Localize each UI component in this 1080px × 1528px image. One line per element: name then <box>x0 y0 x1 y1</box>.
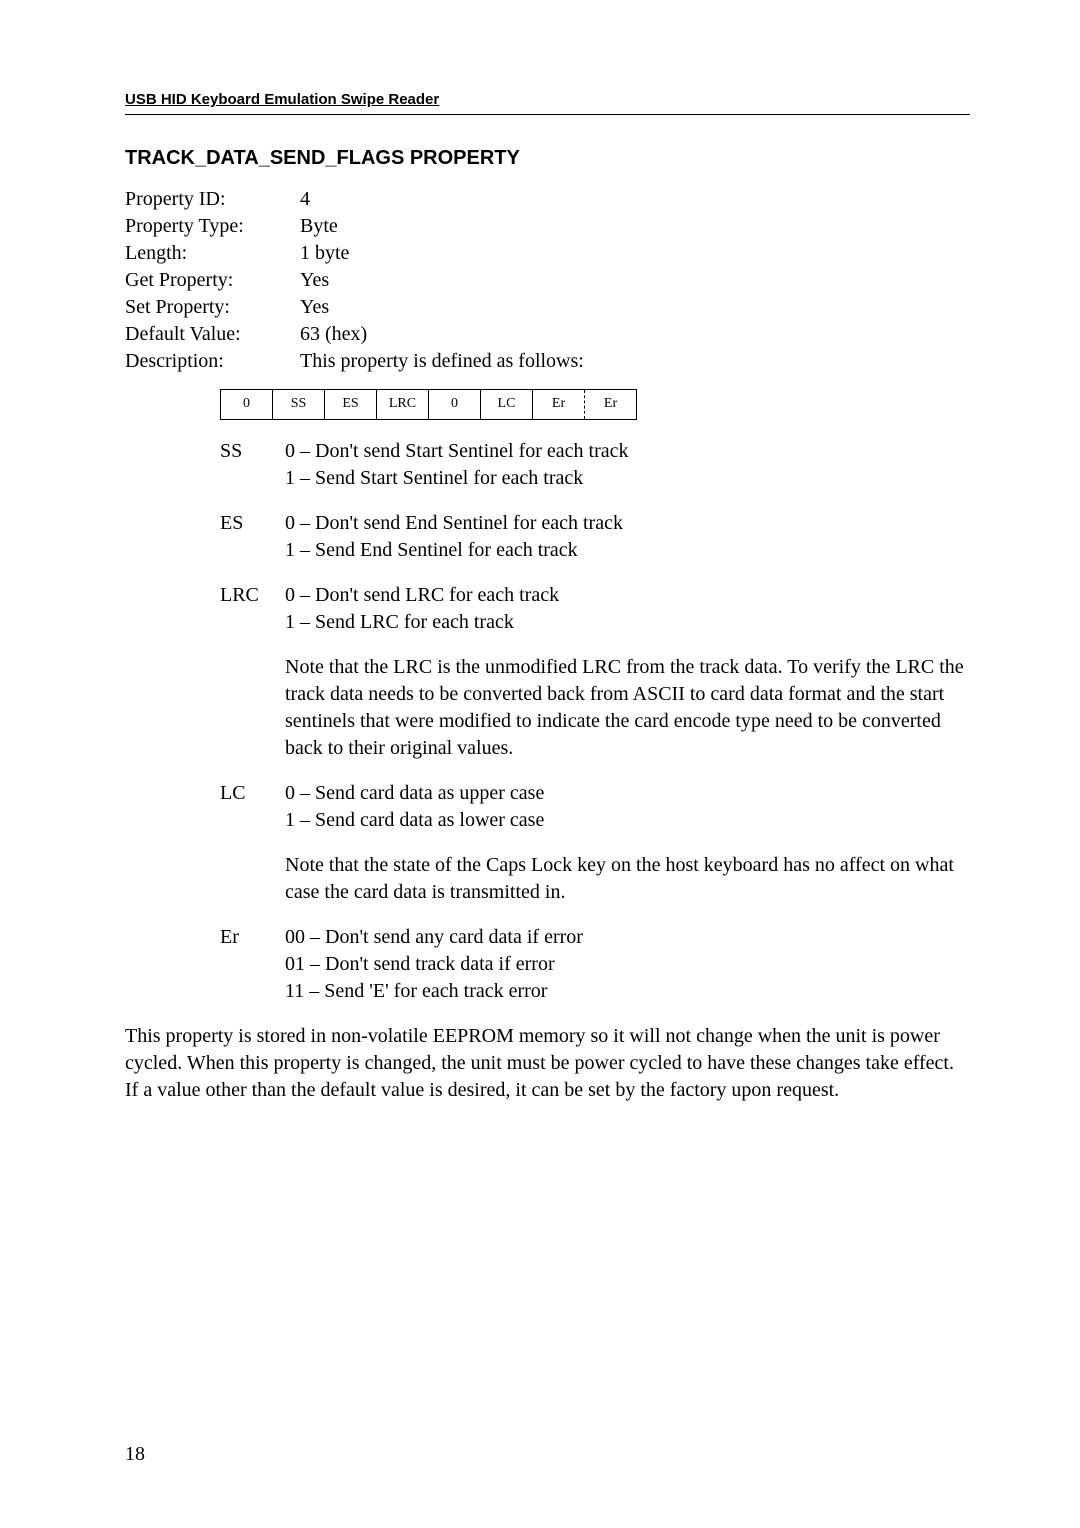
bit-cell: 0 <box>429 390 481 420</box>
flag-line: 1 – Send card data as lower case <box>285 807 970 834</box>
bit-flags-table: 0 SS ES LRC 0 LC Er Er <box>220 389 637 420</box>
property-row: Description: This property is defined as… <box>125 348 970 375</box>
flag-key: SS <box>220 438 285 492</box>
flag-definition-lc: LC 0 – Send card data as upper case 1 – … <box>220 780 970 834</box>
property-value: 1 byte <box>300 240 349 267</box>
flag-key: ES <box>220 510 285 564</box>
property-row: Set Property: Yes <box>125 294 970 321</box>
flag-body: 0 – Don't send Start Sentinel for each t… <box>285 438 970 492</box>
property-label: Property Type: <box>125 213 300 240</box>
flag-line: 11 – Send 'E' for each track error <box>285 978 970 1005</box>
property-value: Yes <box>300 294 329 321</box>
property-value: This property is defined as follows: <box>300 348 584 375</box>
flag-line: 0 – Don't send Start Sentinel for each t… <box>285 438 970 465</box>
flag-line: 00 – Don't send any card data if error <box>285 924 970 951</box>
property-label: Get Property: <box>125 267 300 294</box>
property-label: Length: <box>125 240 300 267</box>
running-header: USB HID Keyboard Emulation Swipe Reader <box>125 90 970 112</box>
bit-cell: LC <box>481 390 533 420</box>
flag-key: Er <box>220 924 285 1005</box>
flag-body: 0 – Don't send End Sentinel for each tra… <box>285 510 970 564</box>
bit-cell: Er <box>585 390 637 420</box>
flag-definition-es: ES 0 – Don't send End Sentinel for each … <box>220 510 970 564</box>
flag-line: 0 – Send card data as upper case <box>285 780 970 807</box>
property-value: Byte <box>300 213 338 240</box>
property-row: Default Value: 63 (hex) <box>125 321 970 348</box>
flag-body: 00 – Don't send any card data if error 0… <box>285 924 970 1005</box>
bit-cell: Er <box>533 390 585 420</box>
property-value: 63 (hex) <box>300 321 367 348</box>
section-title: TRACK_DATA_SEND_FLAGS PROPERTY <box>125 145 970 172</box>
bit-cell: 0 <box>221 390 273 420</box>
property-row: Length: 1 byte <box>125 240 970 267</box>
property-label: Set Property: <box>125 294 300 321</box>
final-paragraph: This property is stored in non-volatile … <box>125 1023 970 1104</box>
property-label: Description: <box>125 348 300 375</box>
flag-key: LRC <box>220 582 285 636</box>
property-row: Get Property: Yes <box>125 267 970 294</box>
flag-line: 1 – Send LRC for each track <box>285 609 970 636</box>
property-label: Property ID: <box>125 186 300 213</box>
flag-definition-ss: SS 0 – Don't send Start Sentinel for eac… <box>220 438 970 492</box>
property-list: Property ID: 4 Property Type: Byte Lengt… <box>125 186 970 375</box>
flag-definition-er: Er 00 – Don't send any card data if erro… <box>220 924 970 1005</box>
property-row: Property Type: Byte <box>125 213 970 240</box>
property-label: Default Value: <box>125 321 300 348</box>
header-rule <box>125 114 970 115</box>
flag-line: 1 – Send Start Sentinel for each track <box>285 465 970 492</box>
property-value: Yes <box>300 267 329 294</box>
property-row: Property ID: 4 <box>125 186 970 213</box>
property-value: 4 <box>300 186 310 213</box>
page-number: 18 <box>125 1441 145 1468</box>
lc-note: Note that the state of the Caps Lock key… <box>285 852 970 906</box>
flag-body: 0 – Send card data as upper case 1 – Sen… <box>285 780 970 834</box>
lrc-note: Note that the LRC is the unmodified LRC … <box>285 654 970 762</box>
bit-cell: LRC <box>377 390 429 420</box>
flag-definition-lrc: LRC 0 – Don't send LRC for each track 1 … <box>220 582 970 636</box>
flag-line: 0 – Don't send LRC for each track <box>285 582 970 609</box>
flag-body: 0 – Don't send LRC for each track 1 – Se… <box>285 582 970 636</box>
flag-key: LC <box>220 780 285 834</box>
bit-cell: ES <box>325 390 377 420</box>
bit-cell: SS <box>273 390 325 420</box>
flag-line: 0 – Don't send End Sentinel for each tra… <box>285 510 970 537</box>
flag-line: 1 – Send End Sentinel for each track <box>285 537 970 564</box>
flag-line: 01 – Don't send track data if error <box>285 951 970 978</box>
